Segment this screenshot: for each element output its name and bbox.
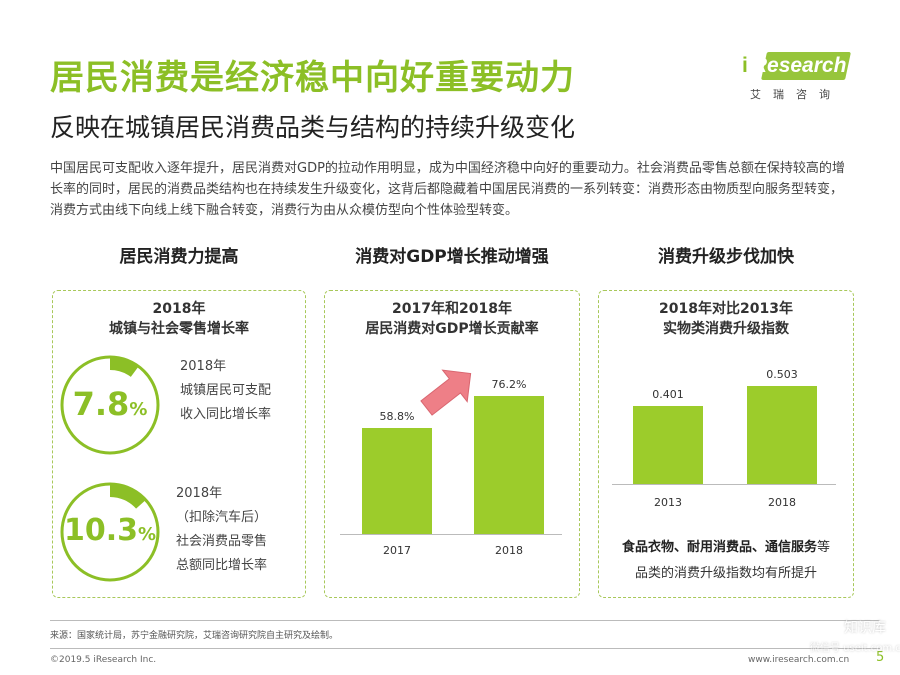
footer-divider: [50, 620, 880, 621]
watermark: 知识库 微信号 useit.com.cn: [790, 615, 900, 665]
panel2-title: 2017年和2018年 居民消费对GDP增长贡献率: [325, 299, 579, 339]
chart1-category-label-2017: 2017: [383, 544, 411, 557]
panel1-title-line1: 2018年: [152, 301, 206, 317]
ring1-value: 7.8%: [62, 385, 158, 423]
chart2-bar-2013: [633, 406, 703, 484]
watermark-line1: 知识库: [844, 620, 886, 636]
logo-wordmark: i Research: [742, 54, 854, 84]
chart2-bar-2018: [747, 386, 817, 484]
website-link[interactable]: www.iresearch.com.cn: [748, 655, 850, 665]
panel3-caption-rest: 等: [817, 540, 831, 555]
footer-divider-2: [50, 648, 880, 649]
chart2-value-label-2018: 0.503: [766, 368, 798, 382]
chart1-axis: [340, 534, 562, 535]
panel-upgrade-index: 2018年对比2013年 实物类消费升级指数: [598, 290, 854, 598]
ring2-text-line4: 总额同比增长率: [176, 558, 268, 573]
page-title: 居民消费是经济稳中向好重要动力: [50, 58, 575, 98]
chart2-axis: [612, 484, 836, 485]
chart2-category-label-2013: 2013: [654, 496, 682, 509]
ring2-text-line2: （扣除汽车后）: [176, 510, 268, 525]
chart1-bar-2018: [474, 396, 544, 534]
panel3-title-line2: 实物类消费升级指数: [663, 321, 789, 337]
panel3-caption-line1: 食品衣物、耐用消费品、通信服务等: [598, 536, 854, 560]
chart2-value-label-2013: 0.401: [652, 388, 684, 402]
source-note: 来源：国家统计局，苏宁金融研究院，艾瑞咨询研究院自主研究及绘制。: [50, 631, 339, 641]
watermark-line2: 微信号 useit.com.cn: [810, 643, 900, 654]
ring2-text-line3: 社会消费品零售: [176, 534, 268, 549]
panel3-title: 2018年对比2013年 实物类消费升级指数: [599, 299, 853, 339]
chart1-category-label-2018: 2018: [495, 544, 523, 557]
column-heading-3: 消费升级步伐加快: [658, 247, 794, 267]
chart2-category-label-2018: 2018: [768, 496, 796, 509]
column-heading-1: 居民消费力提高: [119, 247, 239, 267]
ring2-description: 2018年 （扣除汽车后） 社会消费品零售 总额同比增长率: [176, 482, 267, 578]
chart1-value-label-2018: 76.2%: [491, 378, 527, 392]
panel-growth-rate: 2018年 城镇与社会零售增长率: [52, 290, 306, 598]
copyright: ©2019.5 iResearch Inc.: [50, 655, 157, 665]
ring2-value: 10.3%: [60, 513, 160, 548]
panel1-title-line2: 城镇与社会零售增长率: [109, 321, 249, 337]
ring1-description: 2018年 城镇居民可支配 收入同比增长率: [180, 355, 271, 427]
panel2-title-line2: 居民消费对GDP增长贡献率: [365, 321, 539, 337]
logo-i: i: [742, 54, 748, 77]
panel2-title-line1: 2017年和2018年: [392, 301, 512, 317]
ring1-text-line2: 城镇居民可支配: [180, 383, 272, 398]
page-subtitle: 反映在城镇居民消费品类与结构的持续升级变化: [50, 113, 576, 142]
ring1-text-line3: 收入同比增长率: [180, 407, 272, 422]
panel-gdp-contribution: 2017年和2018年 居民消费对GDP增长贡献率: [324, 290, 580, 598]
ring1-number: 7.8: [72, 385, 130, 423]
ring2-text-line1: 2018年: [176, 486, 223, 501]
chart1-value-label-2017: 58.8%: [379, 409, 415, 423]
page-number: 5: [876, 650, 885, 665]
ring1-unit: %: [129, 399, 148, 420]
ring2-unit: %: [137, 524, 157, 545]
intro-paragraph: 中国居民可支配收入逐年提升，居民消费对GDP的拉动作用明显，成为中国经济稳中向好…: [50, 161, 845, 218]
logo-cn: 艾瑞咨询: [750, 88, 842, 101]
iresearch-logo: i Research 艾瑞咨询: [742, 50, 854, 102]
panel3-caption-line2: 品类的消费升级指数均有所提升: [634, 566, 817, 581]
ring2-number: 10.3: [63, 513, 138, 548]
panel3-title-line1: 2018年对比2013年: [659, 301, 793, 317]
logo-research: Research: [751, 54, 847, 77]
column-heading-2: 消费对GDP增长推动增强: [355, 247, 549, 267]
panel1-title: 2018年 城镇与社会零售增长率: [53, 299, 305, 339]
panel3-caption-bold: 食品衣物、耐用消费品、通信服务: [621, 540, 817, 555]
ring1-text-line1: 2018年: [180, 359, 227, 374]
chart1-bar-2017: [362, 427, 432, 534]
